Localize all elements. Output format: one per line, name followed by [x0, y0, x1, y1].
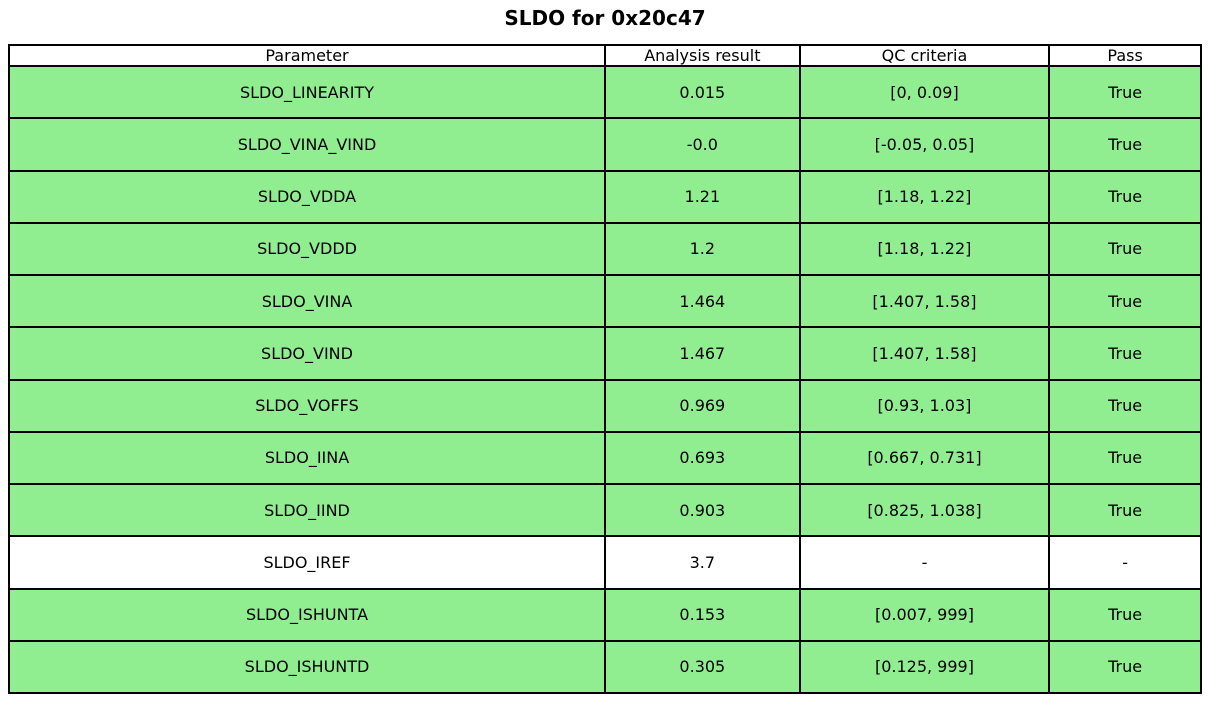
table-row: SLDO_VINA_VIND -0.0 [-0.05, 0.05] True: [7, 117, 1202, 172]
column-header-parameter: Parameter: [7, 44, 607, 67]
table-row: SLDO_IIND 0.903 [0.825, 1.038] True: [7, 482, 1202, 538]
pass-cell: True: [1048, 64, 1202, 120]
pass-cell: True: [1048, 169, 1202, 224]
pass-cell: True: [1048, 378, 1202, 433]
criteria-cell: -: [798, 535, 1051, 590]
pass-cell: True: [1048, 326, 1202, 381]
table-row: SLDO_VDDD 1.2 [1.18, 1.22] True: [7, 221, 1202, 277]
column-header-analysis-result: Analysis result: [604, 44, 801, 67]
criteria-cell: [0.007, 999]: [798, 587, 1051, 642]
pass-cell: True: [1048, 221, 1202, 277]
pass-cell: -: [1048, 535, 1202, 590]
column-header-pass: Pass: [1048, 44, 1202, 67]
parameter-cell: SLDO_VDDD: [7, 221, 607, 277]
result-cell: -0.0: [604, 117, 801, 172]
criteria-cell: [1.18, 1.22]: [798, 221, 1051, 277]
result-cell: 1.2: [604, 221, 801, 277]
pass-cell: True: [1048, 482, 1202, 538]
qc-results-table: Parameter Analysis result QC criteria Pa…: [7, 44, 1202, 695]
table-row: SLDO_ISHUNTD 0.305 [0.125, 999] True: [7, 639, 1202, 695]
criteria-cell: [1.407, 1.58]: [798, 326, 1051, 381]
parameter-cell: SLDO_ISHUNTA: [7, 587, 607, 642]
pass-cell: True: [1048, 639, 1202, 695]
parameter-cell: SLDO_IREF: [7, 535, 607, 590]
parameter-cell: SLDO_VIND: [7, 326, 607, 381]
result-cell: 0.015: [604, 64, 801, 120]
table-row: SLDO_ISHUNTA 0.153 [0.007, 999] True: [7, 587, 1202, 642]
pass-cell: True: [1048, 117, 1202, 172]
criteria-cell: [1.18, 1.22]: [798, 169, 1051, 224]
result-cell: 1.21: [604, 169, 801, 224]
result-cell: 1.464: [604, 273, 801, 329]
criteria-cell: [1.407, 1.58]: [798, 273, 1051, 329]
criteria-cell: [0.667, 0.731]: [798, 430, 1051, 486]
table-row: SLDO_VINA 1.464 [1.407, 1.58] True: [7, 273, 1202, 329]
result-cell: 0.153: [604, 587, 801, 642]
criteria-cell: [0.125, 999]: [798, 639, 1051, 695]
criteria-cell: [0.825, 1.038]: [798, 482, 1051, 538]
table-row: SLDO_VIND 1.467 [1.407, 1.58] True: [7, 326, 1202, 381]
parameter-cell: SLDO_VINA_VIND: [7, 117, 607, 172]
parameter-cell: SLDO_IIND: [7, 482, 607, 538]
pass-cell: True: [1048, 273, 1202, 329]
parameter-cell: SLDO_LINEARITY: [7, 64, 607, 120]
criteria-cell: [0.93, 1.03]: [798, 378, 1051, 433]
result-cell: 0.969: [604, 378, 801, 433]
criteria-cell: [0, 0.09]: [798, 64, 1051, 120]
result-cell: 0.693: [604, 430, 801, 486]
result-cell: 1.467: [604, 326, 801, 381]
result-cell: 0.903: [604, 482, 801, 538]
parameter-cell: SLDO_ISHUNTD: [7, 639, 607, 695]
table-header-row: Parameter Analysis result QC criteria Pa…: [7, 44, 1202, 67]
parameter-cell: SLDO_VOFFS: [7, 378, 607, 433]
figure-title: SLDO for 0x20c47: [504, 6, 706, 30]
parameter-cell: SLDO_VDDA: [7, 169, 607, 224]
table-row: SLDO_IINA 0.693 [0.667, 0.731] True: [7, 430, 1202, 486]
pass-cell: True: [1048, 587, 1202, 642]
table-row: SLDO_VOFFS 0.969 [0.93, 1.03] True: [7, 378, 1202, 433]
criteria-cell: [-0.05, 0.05]: [798, 117, 1051, 172]
table-row: SLDO_VDDA 1.21 [1.18, 1.22] True: [7, 169, 1202, 224]
parameter-cell: SLDO_VINA: [7, 273, 607, 329]
result-cell: 0.305: [604, 639, 801, 695]
table-row: SLDO_IREF 3.7 - -: [7, 535, 1202, 590]
pass-cell: True: [1048, 430, 1202, 486]
parameter-cell: SLDO_IINA: [7, 430, 607, 486]
column-header-qc-criteria: QC criteria: [798, 44, 1051, 67]
result-cell: 3.7: [604, 535, 801, 590]
table-row: SLDO_LINEARITY 0.015 [0, 0.09] True: [7, 64, 1202, 120]
